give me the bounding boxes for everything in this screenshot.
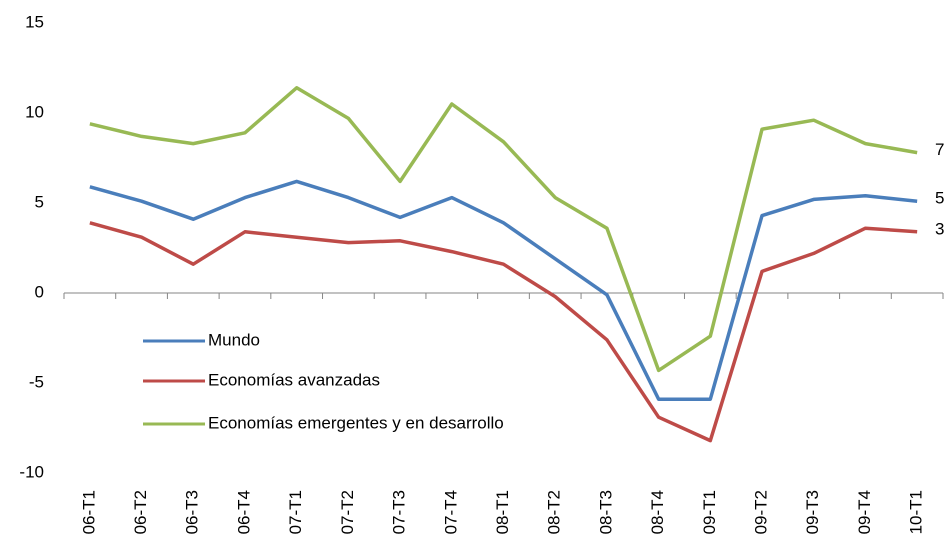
x-tick-label: 08-T1	[493, 490, 512, 534]
x-tick-label: 07-T2	[338, 490, 357, 534]
x-tick-label: 07-T3	[390, 490, 409, 534]
end-label: 3	[935, 219, 944, 238]
x-tick-label: 09-T2	[752, 490, 771, 534]
line-series	[89, 221, 918, 443]
x-tick-label: 08-T4	[648, 490, 667, 534]
x-tick-label: 09-T1	[700, 490, 719, 534]
x-tick-label: 07-T1	[286, 490, 305, 534]
end-label: 7	[935, 140, 944, 159]
y-tick-label: 5	[35, 192, 44, 211]
x-tick-label: 06-T2	[131, 490, 150, 534]
x-tick-label: 06-T4	[234, 490, 253, 534]
x-tick-label: 10-T1	[907, 490, 926, 534]
end-label: 5	[935, 189, 944, 208]
x-tick-label: 09-T3	[803, 490, 822, 534]
x-tick-label: 08-T3	[596, 490, 615, 534]
legend-label: Economías emergentes y en desarrollo	[208, 413, 504, 432]
x-tick-label: 06-T3	[183, 490, 202, 534]
y-tick-label: -5	[29, 372, 44, 391]
legend-label: Mundo	[208, 330, 260, 349]
x-tick-label: 07-T4	[441, 490, 460, 534]
x-tick-label: 08-T2	[545, 490, 564, 534]
y-tick-label: 15	[25, 12, 44, 31]
line-series	[89, 86, 918, 373]
y-tick-label: -10	[19, 462, 44, 481]
line-series	[89, 179, 918, 401]
legend-label: Economías avanzadas	[208, 370, 380, 389]
y-tick-label: 0	[35, 282, 44, 301]
y-tick-label: 10	[25, 102, 44, 121]
x-tick-label: 06-T1	[79, 490, 98, 534]
x-tick-label: 09-T4	[855, 490, 874, 534]
